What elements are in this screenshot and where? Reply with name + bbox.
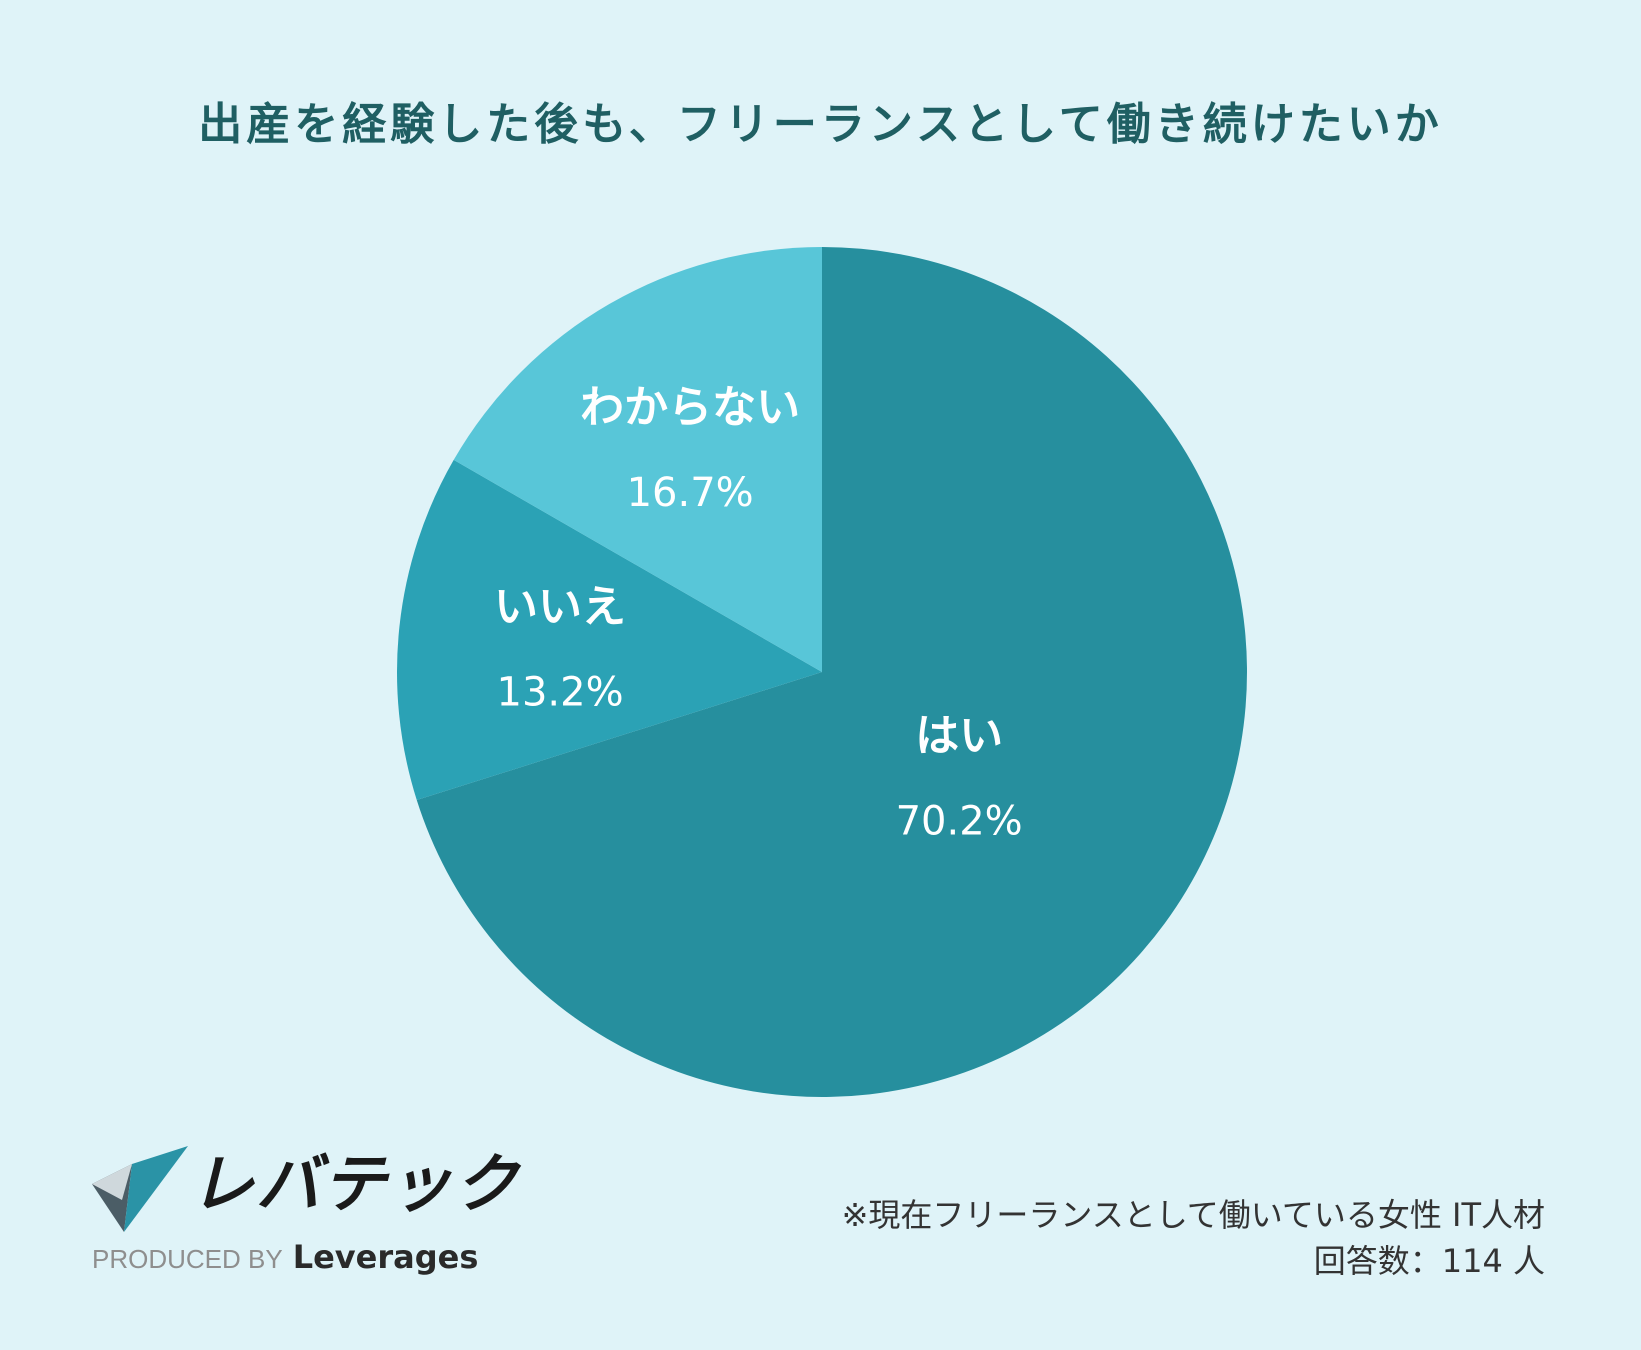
levtech-logo: レバテック PRODUCED BY Leverages — [92, 1140, 518, 1280]
pie-slice-no — [396, 459, 822, 801]
slice-value-label: 70.2% — [896, 798, 1023, 844]
slice-name-label: わからない — [580, 382, 800, 433]
slice-name-label: いいえ — [494, 582, 626, 633]
produced-by: PRODUCED BY Leverages — [92, 1238, 478, 1276]
produced-by-label: PRODUCED BY — [92, 1244, 283, 1274]
slice-name-label: はい — [915, 710, 1003, 761]
levtech-check-icon — [92, 1146, 188, 1232]
slice-value-label: 13.2% — [497, 670, 624, 716]
footnote: ※現在フリーランスとして働いている女性 IT人材 回答数：114 人 — [842, 1192, 1545, 1284]
slice-value-label: 16.7% — [627, 470, 754, 516]
footnote-count: 回答数：114 人 — [1313, 1242, 1545, 1280]
chart-title: 出産を経験した後も、フリーランスとして働き続けたいか — [198, 99, 1443, 150]
pie-slice-yes — [416, 247, 1247, 1097]
produced-by-brand: Leverages — [292, 1238, 479, 1276]
pie-labels: はい 70.2% いいえ 13.2% わからない 16.7% — [494, 382, 1023, 845]
pie-slices — [396, 247, 1247, 1097]
logo-wordmark: レバテック — [190, 1148, 520, 1222]
pie-slice-unsure — [453, 247, 822, 672]
footnote-respondents: ※現在フリーランスとして働いている女性 IT人材 — [841, 1196, 1545, 1234]
